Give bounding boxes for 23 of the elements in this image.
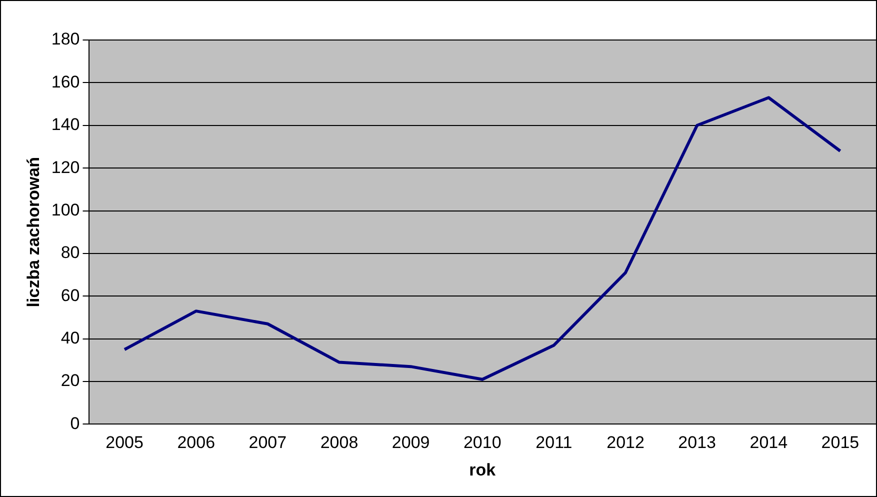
y-tick-label: 20 <box>60 371 80 390</box>
x-axis-title: rok <box>469 460 496 480</box>
y-tick-label: 0 <box>70 414 80 433</box>
y-tick-label: 40 <box>60 328 80 348</box>
y-tick-label: 120 <box>51 158 80 177</box>
x-tick-label: 2014 <box>750 433 788 452</box>
x-tick-label: 2008 <box>320 433 358 452</box>
x-tick-label: 2013 <box>678 433 716 452</box>
y-tick-label: 100 <box>51 200 80 220</box>
x-tick-label: 2010 <box>463 433 502 452</box>
x-tick-label: 2007 <box>248 433 287 452</box>
y-axis-title: liczba zachorowań <box>24 157 43 308</box>
x-tick-label: 2011 <box>536 433 572 452</box>
y-tick-label: 140 <box>51 115 80 134</box>
y-tick-label: 60 <box>60 286 80 305</box>
x-tick-label: 2015 <box>821 433 860 452</box>
x-tick-label: 2009 <box>392 433 430 452</box>
y-tick-label: 180 <box>51 30 80 49</box>
y-tick-label: 160 <box>51 72 80 92</box>
x-tick-label: 2006 <box>177 433 216 452</box>
x-tick-label: 2005 <box>106 433 144 452</box>
y-tick-label: 80 <box>60 243 80 262</box>
x-tick-label: 2012 <box>606 433 644 452</box>
